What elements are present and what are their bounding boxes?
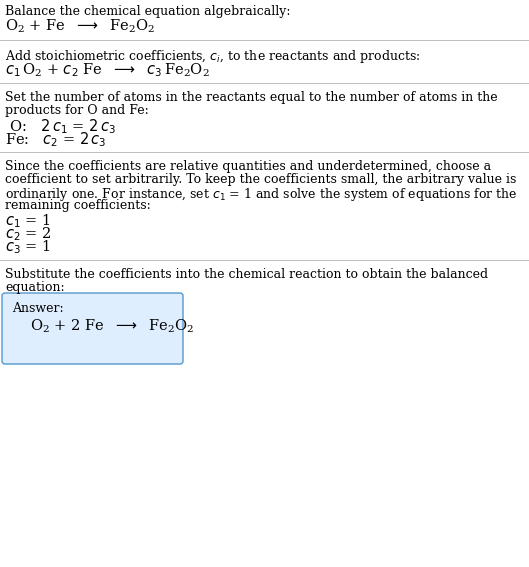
Text: $\mathregular{O_2}$ + Fe  $\longrightarrow$  $\mathregular{Fe_2O_2}$: $\mathregular{O_2}$ + Fe $\longrightarro… <box>5 18 155 35</box>
Text: remaining coefficients:: remaining coefficients: <box>5 199 151 212</box>
Text: products for O and Fe:: products for O and Fe: <box>5 104 149 117</box>
Text: Add stoichiometric coefficients, $c_i$, to the reactants and products:: Add stoichiometric coefficients, $c_i$, … <box>5 48 421 65</box>
Text: Fe:   $c_2$ = $2\,c_3$: Fe: $c_2$ = $2\,c_3$ <box>5 130 106 149</box>
Text: ordinarily one. For instance, set $c_1$ = 1 and solve the system of equations fo: ordinarily one. For instance, set $c_1$ … <box>5 186 518 203</box>
Text: Answer:: Answer: <box>12 302 63 315</box>
Text: $\mathregular{O_2}$ + 2 Fe  $\longrightarrow$  $\mathregular{Fe_2O_2}$: $\mathregular{O_2}$ + 2 Fe $\longrightar… <box>30 318 194 336</box>
Text: Since the coefficients are relative quantities and underdetermined, choose a: Since the coefficients are relative quan… <box>5 160 491 173</box>
Text: $c_3$ = 1: $c_3$ = 1 <box>5 238 51 256</box>
Text: Substitute the coefficients into the chemical reaction to obtain the balanced: Substitute the coefficients into the che… <box>5 268 488 281</box>
Text: Set the number of atoms in the reactants equal to the number of atoms in the: Set the number of atoms in the reactants… <box>5 91 498 104</box>
Text: $c_2$ = 2: $c_2$ = 2 <box>5 225 51 243</box>
Text: $c_1\,\mathregular{O_2}$ + $c_2$ Fe  $\longrightarrow$  $c_3\,\mathregular{Fe_2O: $c_1\,\mathregular{O_2}$ + $c_2$ Fe $\lo… <box>5 61 209 79</box>
Text: O:   $2\,c_1$ = $2\,c_3$: O: $2\,c_1$ = $2\,c_3$ <box>5 117 116 136</box>
Text: equation:: equation: <box>5 281 65 294</box>
Text: $c_1$ = 1: $c_1$ = 1 <box>5 212 51 230</box>
FancyBboxPatch shape <box>2 293 183 364</box>
Text: Balance the chemical equation algebraically:: Balance the chemical equation algebraica… <box>5 5 290 18</box>
Text: coefficient to set arbitrarily. To keep the coefficients small, the arbitrary va: coefficient to set arbitrarily. To keep … <box>5 173 516 186</box>
